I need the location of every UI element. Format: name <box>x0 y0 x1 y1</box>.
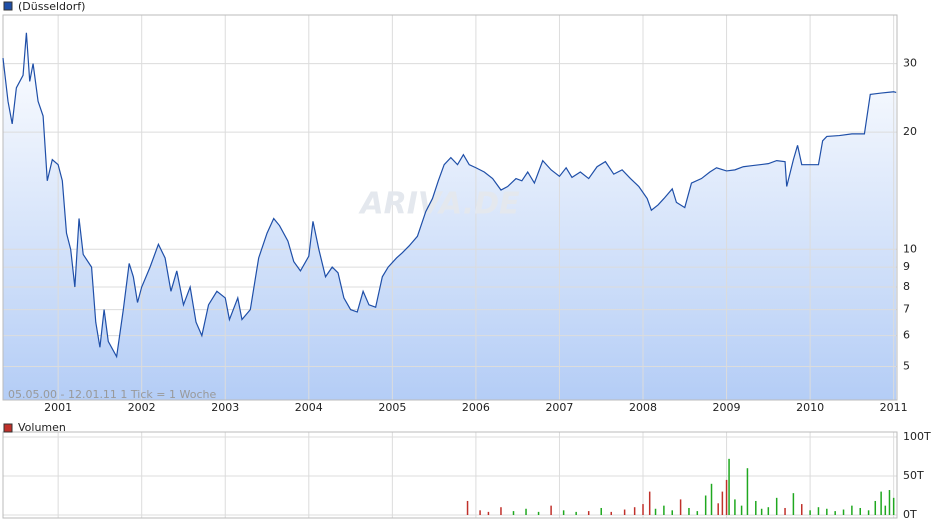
volume-bar <box>525 508 527 515</box>
volume-bar <box>717 503 719 515</box>
volume-bar <box>775 497 778 515</box>
y-tick-label: 7 <box>903 303 910 316</box>
volume-bar <box>663 505 665 515</box>
volume-bar <box>575 511 577 515</box>
volume-bar <box>512 511 515 515</box>
x-tick-label: 2011 <box>880 401 908 414</box>
volume-bar <box>600 507 602 515</box>
volume-bar <box>792 493 795 515</box>
volume-bar <box>550 505 552 515</box>
volume-bar <box>760 508 763 515</box>
volume-bar <box>654 508 657 515</box>
volume-bar <box>740 505 743 515</box>
volume-bar <box>679 499 682 515</box>
volume-bar <box>874 500 877 515</box>
legend-label: (Düsseldorf) <box>18 0 85 13</box>
volume-bar <box>623 509 626 515</box>
legend-swatch <box>3 423 13 433</box>
y-tick-label: 20 <box>903 125 917 138</box>
x-tick-label: 2001 <box>44 401 72 414</box>
volume-bar <box>888 490 891 515</box>
volume-bar <box>466 500 469 515</box>
volume-bar <box>487 511 490 515</box>
x-tick-label: 2004 <box>295 401 323 414</box>
volume-bar <box>767 507 770 515</box>
volume-bar <box>710 483 713 515</box>
area-fill <box>3 32 897 400</box>
volume-bar <box>842 509 845 515</box>
price-line <box>2 32 897 359</box>
volume-bar <box>746 468 749 515</box>
y-tick-label: 6 <box>903 329 910 342</box>
volume-bar <box>688 507 690 515</box>
y-tick-label: 8 <box>903 280 910 293</box>
volume-bar <box>696 511 699 515</box>
volume-bar <box>587 511 590 515</box>
volume-bar <box>500 507 502 515</box>
volume-bar <box>884 505 887 515</box>
volume-bar <box>479 510 481 515</box>
volume-bar <box>648 491 651 515</box>
y-tick-label: 50T <box>903 469 924 482</box>
volume-bar <box>784 507 786 515</box>
x-tick-label: 2003 <box>211 401 239 414</box>
x-tick-label: 2005 <box>378 401 406 414</box>
volume-bar <box>755 500 757 515</box>
volume-bar <box>728 458 730 515</box>
volume-bar <box>834 511 836 515</box>
volume-bar <box>859 507 861 515</box>
watermark: ARIVA.DE <box>358 187 520 222</box>
note: 05.05.00 - 12.01.11 1 Tick = 1 Woche <box>8 388 216 401</box>
volume-bar <box>892 497 895 515</box>
volume-bar <box>817 507 820 515</box>
volume-bar <box>725 479 728 515</box>
y-tick-label: 10 <box>903 242 917 255</box>
x-tick-label: 2010 <box>796 401 824 414</box>
volume-bar <box>537 511 540 515</box>
volume-bar <box>826 508 828 515</box>
price-frame <box>2 14 898 401</box>
volume-bar <box>721 491 724 515</box>
x-tick-label: 2007 <box>545 401 573 414</box>
volume-bar <box>562 510 565 515</box>
volume-bar <box>671 510 673 515</box>
volume-bar <box>801 504 803 515</box>
y-tick-label: 100T <box>903 430 931 443</box>
volume-bar <box>880 491 882 515</box>
volume-bar <box>809 510 811 515</box>
volume-bar <box>734 499 736 515</box>
y-tick-label: 9 <box>903 260 910 273</box>
y-tick-label: 5 <box>903 359 910 372</box>
volume-bar <box>867 510 870 515</box>
legend-label: Volumen <box>18 421 66 434</box>
volume-bar <box>642 504 644 515</box>
y-tick-label: 0T <box>903 508 917 521</box>
x-tick-label: 2002 <box>128 401 156 414</box>
volume-bar <box>851 505 853 515</box>
volume-bar <box>704 495 707 515</box>
x-tick-label: 2008 <box>629 401 657 414</box>
volume-frame <box>2 431 898 519</box>
legend-swatch <box>3 1 13 11</box>
y-tick-label: 30 <box>903 57 917 70</box>
volume-bar <box>610 511 613 515</box>
x-tick-label: 2009 <box>713 401 741 414</box>
x-tick-label: 2006 <box>462 401 490 414</box>
volume-bar <box>633 507 636 515</box>
